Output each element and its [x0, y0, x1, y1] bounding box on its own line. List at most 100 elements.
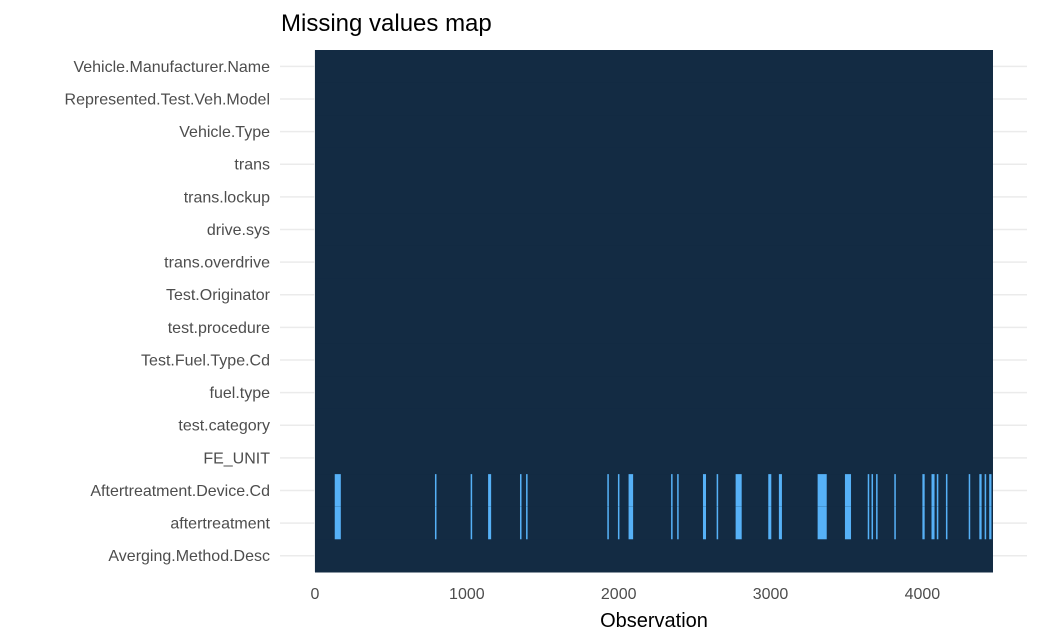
missing-tile — [984, 474, 987, 507]
missing-tile — [617, 474, 620, 507]
missing-tile — [526, 506, 528, 540]
missing-tile — [607, 474, 609, 507]
missing-tile — [945, 506, 948, 540]
present-tile-row — [315, 50, 993, 84]
missing-tile — [989, 474, 992, 507]
x-tick-label: 0 — [311, 586, 320, 603]
y-tick-label: fuel.type — [210, 385, 271, 402]
present-tile-row — [315, 213, 993, 247]
y-tick-label: test.procedure — [168, 320, 270, 337]
present-tile-row — [315, 474, 993, 508]
x-tick-label: 4000 — [905, 586, 941, 603]
missing-tile — [867, 474, 870, 507]
missing-tile — [984, 506, 987, 540]
y-tick-label: drive.sys — [207, 222, 270, 239]
present-tile-row — [315, 82, 993, 116]
missing-tile — [968, 506, 971, 540]
y-tick-label: Vehicle.Manufacturer.Name — [73, 59, 270, 76]
present-tile-row — [315, 180, 993, 214]
missing-tile — [617, 506, 620, 540]
present-tile-row — [315, 147, 993, 181]
y-tick-label: Test.Originator — [166, 287, 271, 304]
x-tick-label: 2000 — [601, 586, 637, 603]
chart-title: Missing values map — [281, 10, 492, 37]
y-tick-label: trans.lockup — [184, 189, 270, 206]
missing-tile — [334, 506, 341, 540]
missing-tile — [519, 506, 522, 540]
missing-tile — [876, 474, 878, 507]
missing-tile — [931, 474, 935, 507]
missing-tile — [470, 474, 473, 507]
x-axis-label: Observation — [600, 610, 708, 632]
missing-tile — [607, 506, 609, 540]
missing-tile — [936, 474, 939, 507]
missing-tile — [936, 506, 939, 540]
missing-tile — [716, 474, 719, 507]
missing-tile — [922, 506, 925, 540]
missing-tile — [844, 474, 852, 507]
present-tile-row — [315, 311, 993, 345]
missing-tile — [871, 474, 874, 507]
heatmap-tiles — [315, 50, 993, 573]
missing-tile — [735, 474, 742, 507]
missing-tile — [778, 506, 782, 540]
present-tile-row — [315, 506, 993, 540]
missing-tile — [817, 474, 827, 507]
missing-tile — [434, 474, 437, 507]
missing-tile — [989, 506, 992, 540]
missing-tile — [867, 506, 870, 540]
missing-tile — [677, 506, 679, 540]
missing-tile — [628, 474, 634, 507]
missing-tile — [334, 474, 341, 507]
missing-tile — [844, 506, 852, 540]
missing-tile — [768, 506, 772, 540]
y-tick-label: test.category — [178, 418, 270, 435]
missing-tile — [876, 506, 878, 540]
missing-tile — [768, 474, 772, 507]
y-tick-label: Represented.Test.Veh.Model — [65, 91, 270, 108]
present-tile-row — [315, 408, 993, 442]
present-tile-row — [315, 376, 993, 410]
missing-tile — [488, 474, 492, 507]
missing-tile — [716, 506, 719, 540]
y-tick-label: Averging.Method.Desc — [108, 548, 270, 565]
x-tick-label: 3000 — [753, 586, 789, 603]
y-tick-labels: Vehicle.Manufacturer.Name Represented.Tes… — [65, 59, 271, 565]
missing-tile — [735, 506, 742, 540]
present-tile-row — [315, 278, 993, 312]
missing-tile — [702, 474, 707, 507]
missing-tile — [526, 474, 528, 507]
missing-tile — [931, 506, 935, 540]
x-tick-label: 1000 — [449, 586, 485, 603]
present-tile-row — [315, 343, 993, 377]
y-tick-label: FE_UNIT — [203, 450, 270, 467]
missing-tile — [968, 474, 971, 507]
missing-tile — [922, 474, 925, 507]
missing-tile — [470, 506, 473, 540]
missing-tile — [894, 474, 896, 507]
missing-tile — [671, 506, 673, 540]
missing-tile — [488, 506, 492, 540]
present-tile-row — [315, 441, 993, 475]
y-tick-label: aftertreatment — [170, 516, 270, 533]
y-tick-label: trans — [234, 157, 270, 174]
missing-tile — [979, 506, 982, 540]
missing-tile — [702, 506, 707, 540]
missing-tile — [817, 506, 827, 540]
missing-tile — [434, 506, 437, 540]
present-tile-row — [315, 115, 993, 149]
missing-tile — [778, 474, 782, 507]
missing-tile — [871, 506, 874, 540]
missing-tile — [979, 474, 982, 507]
y-tick-label: Test.Fuel.Type.Cd — [141, 352, 270, 369]
missing-tile — [894, 506, 896, 540]
y-tick-label: trans.overdrive — [164, 255, 270, 272]
missing-tile — [671, 474, 673, 507]
missing-tile — [677, 474, 679, 507]
x-tick-labels: 0 1000 2000 3000 4000 — [311, 586, 941, 603]
y-tick-label: Vehicle.Type — [179, 124, 270, 141]
y-tick-label: Aftertreatment.Device.Cd — [90, 483, 270, 500]
missing-tile — [945, 474, 948, 507]
missing-tile — [628, 506, 634, 540]
